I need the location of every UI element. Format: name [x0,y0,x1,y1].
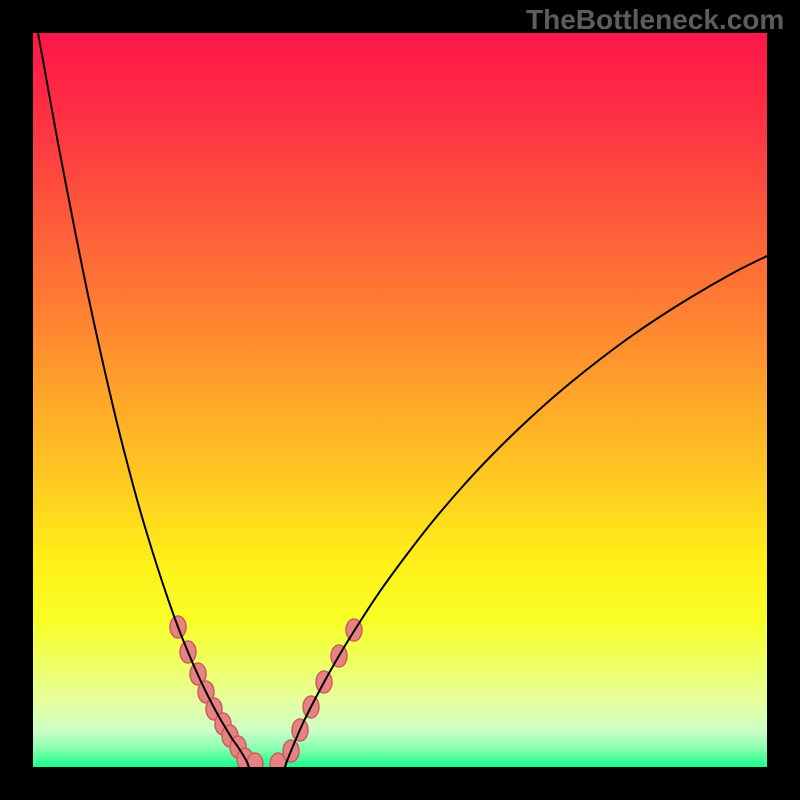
watermark-text: TheBottleneck.com [526,4,784,36]
plot-area [33,33,767,767]
chart-frame [33,33,767,767]
